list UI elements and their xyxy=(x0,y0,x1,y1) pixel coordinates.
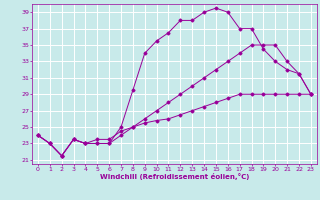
X-axis label: Windchill (Refroidissement éolien,°C): Windchill (Refroidissement éolien,°C) xyxy=(100,173,249,180)
